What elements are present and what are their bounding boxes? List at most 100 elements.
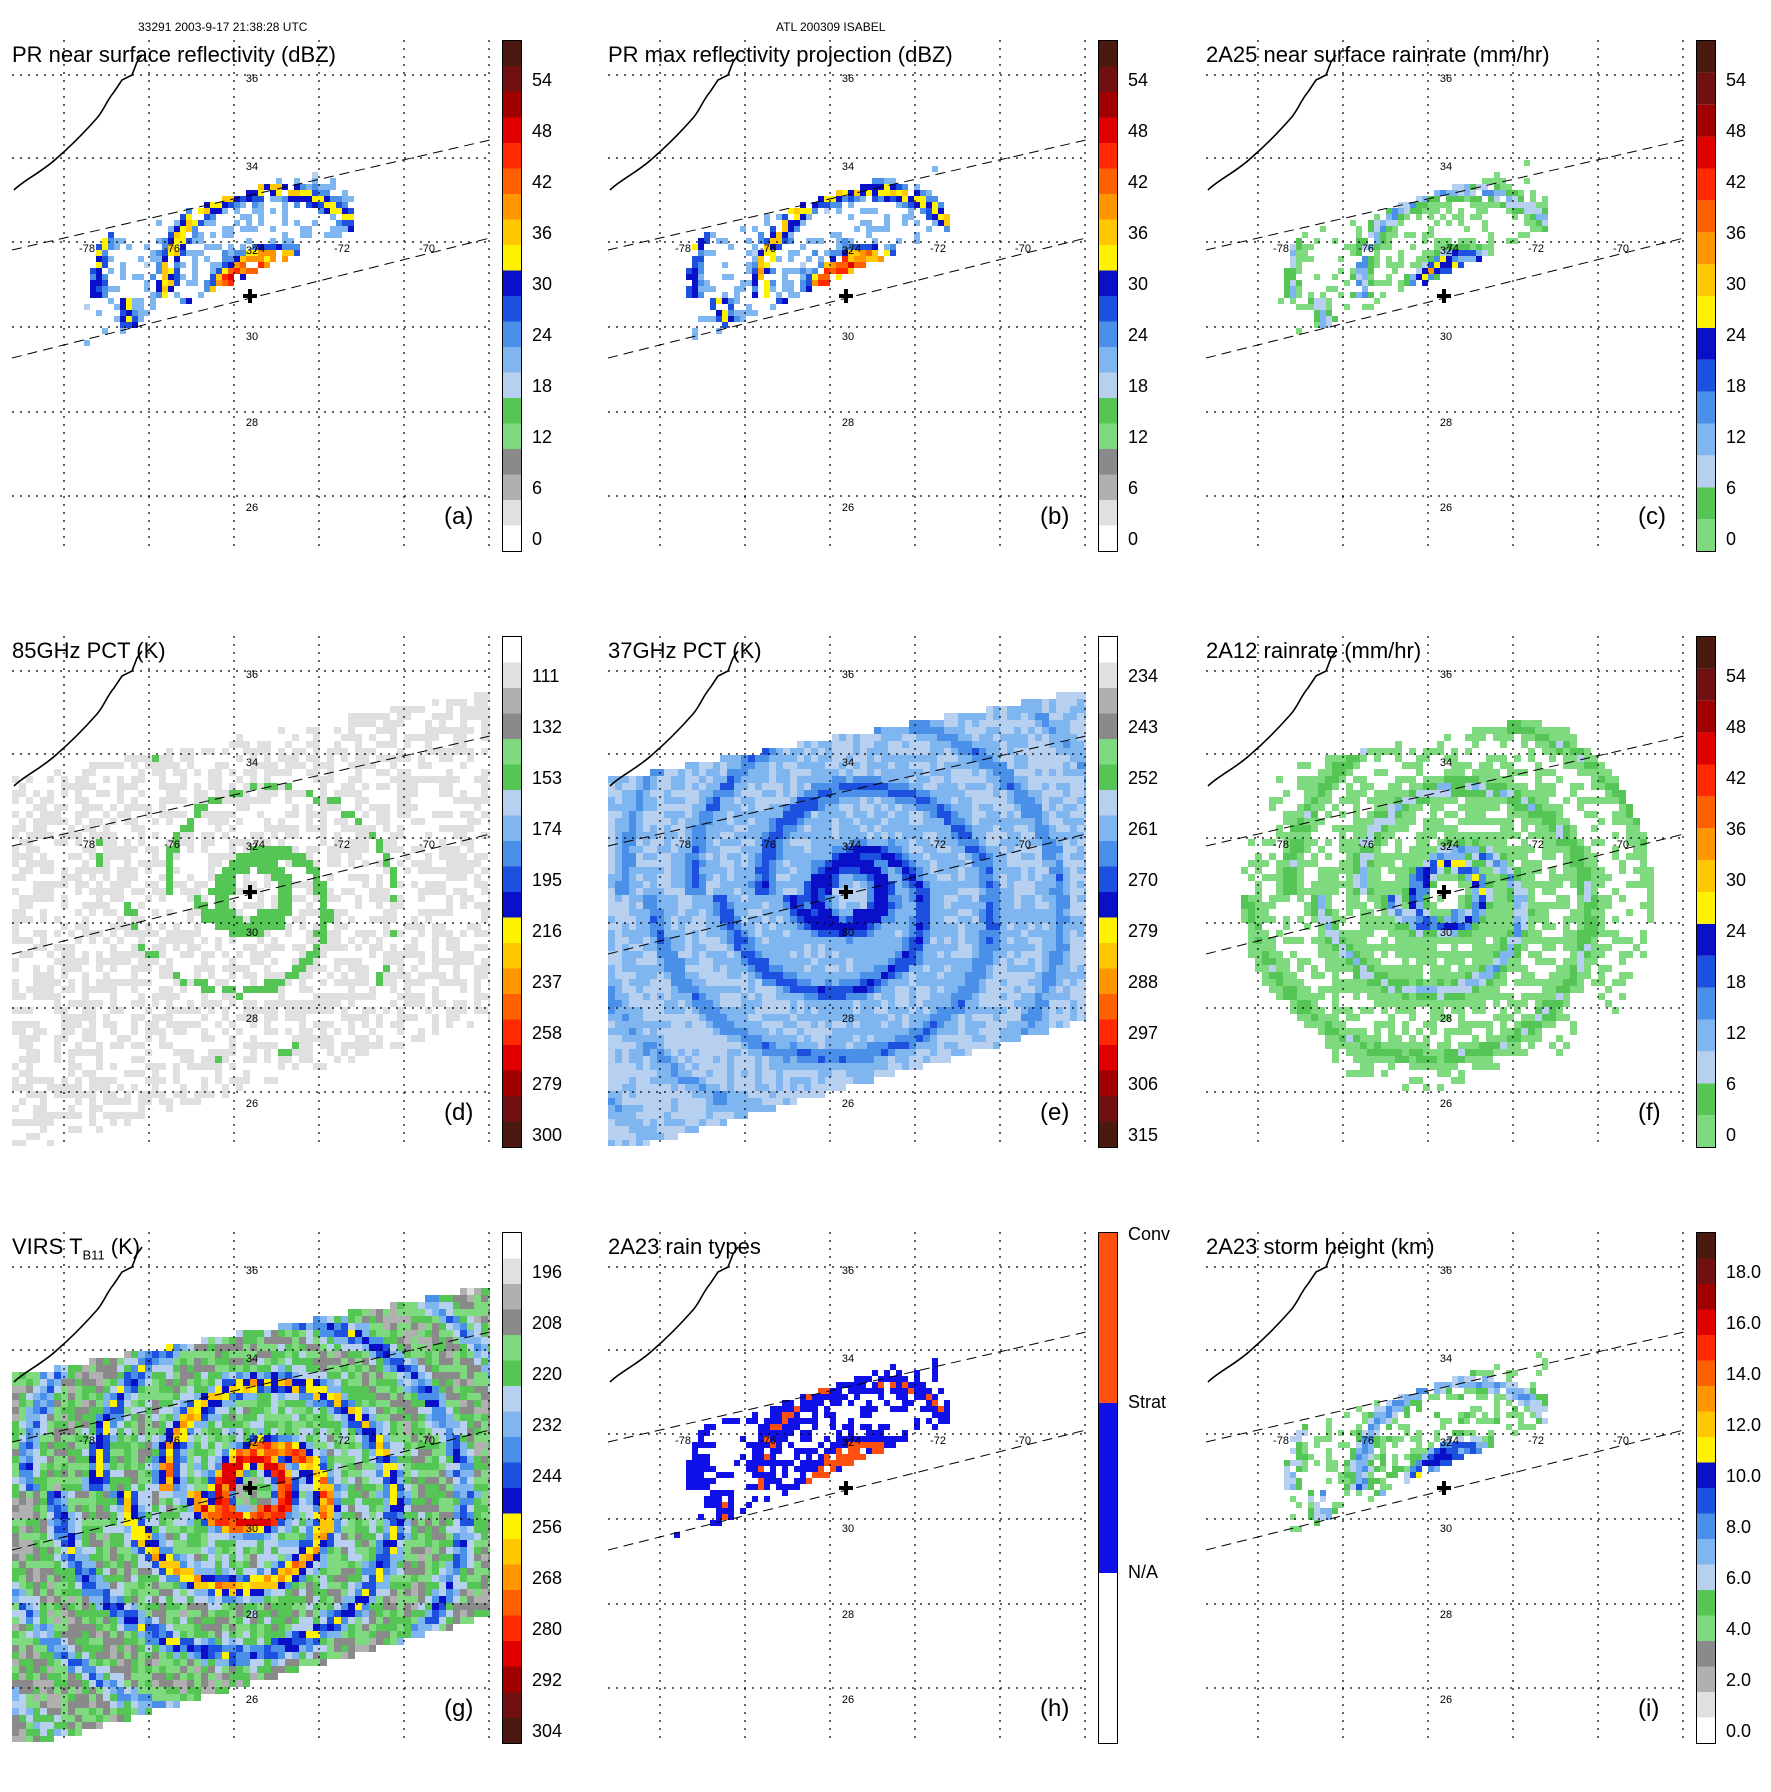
data-cell [1296, 268, 1302, 274]
data-cell [102, 262, 108, 268]
data-cell [397, 874, 404, 881]
data-cell [208, 811, 215, 818]
data-cell [103, 951, 110, 958]
data-cell [229, 972, 236, 979]
data-cell [1296, 244, 1302, 250]
data-cell [1000, 734, 1007, 741]
data-cell [285, 993, 292, 1000]
data-cell [124, 853, 131, 860]
data-cell [1458, 256, 1464, 262]
data-cell [1320, 310, 1326, 316]
data-cell [327, 930, 334, 937]
data-cell [110, 888, 117, 895]
data-cell [411, 881, 418, 888]
data-cell [467, 944, 474, 951]
data-cell [944, 727, 951, 734]
data-cell [320, 1035, 327, 1042]
data-cell [47, 874, 54, 881]
colorbar-band [1697, 232, 1715, 264]
data-cell [114, 286, 120, 292]
data-cell [986, 713, 993, 720]
data-cell [103, 937, 110, 944]
data-cell [1362, 286, 1368, 292]
data-cell [467, 797, 474, 804]
data-cell [68, 965, 75, 972]
data-cell [1028, 734, 1035, 741]
data-cell [61, 853, 68, 860]
data-cell [390, 846, 397, 853]
data-cell [1368, 292, 1374, 298]
data-cell [229, 853, 236, 860]
data-cell [1063, 741, 1070, 748]
data-cell [68, 902, 75, 909]
data-cell [481, 769, 488, 776]
data-cell [474, 916, 481, 923]
data-cell [152, 867, 159, 874]
data-cell [716, 316, 722, 322]
data-cell [215, 888, 222, 895]
data-cell [222, 274, 228, 280]
colorbar-tick-label: 30 [532, 274, 552, 295]
data-cell [383, 818, 390, 825]
data-cell [201, 1042, 208, 1049]
data-cell [103, 1049, 110, 1056]
data-cell [96, 776, 103, 783]
data-cell [103, 972, 110, 979]
data-cell [229, 1042, 236, 1049]
data-cell [698, 280, 704, 286]
colorbar-band [1099, 67, 1117, 93]
data-cell [722, 322, 728, 328]
data-cell [764, 262, 770, 268]
data-cell [194, 881, 201, 888]
data-cell [173, 832, 180, 839]
data-cell [215, 1042, 222, 1049]
data-cell [215, 916, 222, 923]
data-cell [264, 1021, 271, 1028]
data-cell [334, 993, 341, 1000]
data-cell [124, 846, 131, 853]
data-cell [33, 881, 40, 888]
data-cell [348, 972, 355, 979]
data-cell [215, 979, 222, 986]
data-cell [453, 846, 460, 853]
data-cell [446, 930, 453, 937]
data-cell [306, 937, 313, 944]
data-cell [278, 993, 285, 1000]
data-cell [411, 902, 418, 909]
colorbar-band [503, 918, 521, 944]
data-cell [257, 958, 264, 965]
data-cell [474, 888, 481, 895]
data-cell [250, 958, 257, 965]
data-cell [341, 762, 348, 769]
data-cell [327, 741, 334, 748]
data-cell [334, 1049, 341, 1056]
data-cell [439, 713, 446, 720]
data-cell [383, 839, 390, 846]
data-cell [334, 720, 341, 727]
data-cell [1530, 226, 1536, 232]
data-cell [236, 804, 243, 811]
data-cell [19, 1133, 26, 1140]
data-cell [1404, 232, 1410, 238]
data-cell [264, 811, 271, 818]
data-cell [131, 783, 138, 790]
data-cell [12, 909, 19, 916]
data-cell [75, 1070, 82, 1077]
data-cell [40, 839, 47, 846]
data-cell [236, 937, 243, 944]
data-cell [320, 993, 327, 1000]
data-cell [782, 274, 788, 280]
data-cell [75, 769, 82, 776]
data-cell [327, 958, 334, 965]
data-cell [271, 958, 278, 965]
data-cell [965, 734, 972, 741]
colorbar-tick-label: 174 [532, 819, 562, 840]
data-cell [341, 748, 348, 755]
data-cell [187, 916, 194, 923]
data-cell [327, 993, 334, 1000]
data-cell [96, 860, 103, 867]
data-cell [460, 944, 467, 951]
lon-label: -76 [1358, 243, 1374, 255]
data-cell [173, 1063, 180, 1070]
data-cell [474, 986, 481, 993]
